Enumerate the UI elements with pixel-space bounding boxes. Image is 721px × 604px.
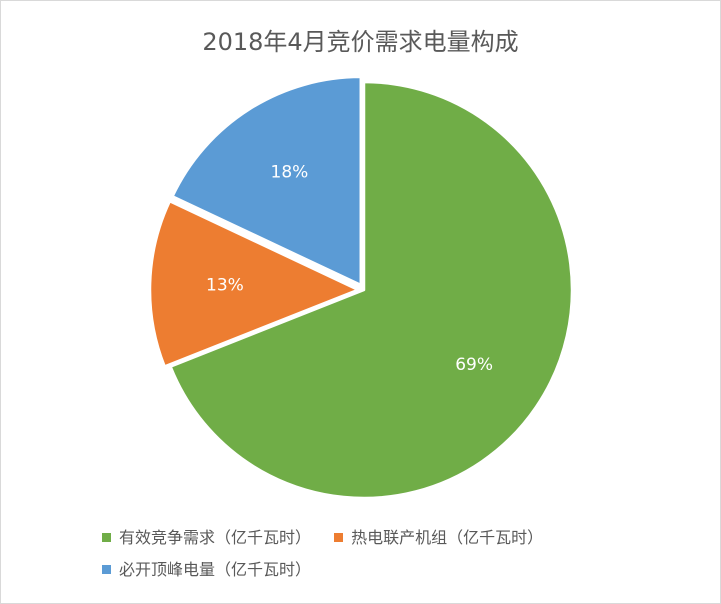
pie-slice-competitive-demand (169, 80, 574, 500)
legend-swatch-competitive-demand (102, 533, 111, 542)
legend-label-competitive-demand: 有效竞争需求（亿千瓦时） (119, 528, 312, 547)
legend-label-chp-units: 热电联产机组（亿千瓦时） (351, 528, 544, 547)
legend-swatch-peak-dispatch (102, 565, 111, 574)
data-label-chp-units: 13% (206, 276, 244, 296)
legend-row-2: 必开顶峰电量（亿千瓦时） (102, 558, 662, 590)
legend-item-chp-units: 热电联产机组（亿千瓦时） (334, 526, 543, 550)
legend-label-peak-dispatch: 必开顶峰电量（亿千瓦时） (119, 560, 312, 579)
legend-swatch-chp-units (334, 533, 344, 542)
chart-title: 2018年4月竞价需求电量构成 (202, 28, 519, 56)
data-label-peak-dispatch: 18% (271, 163, 309, 183)
legend: 有效竞争需求（亿千瓦时） 热电联产机组（亿千瓦时） 必开顶峰电量（亿千瓦时） (102, 526, 662, 590)
data-label-competitive-demand: 69% (455, 355, 493, 375)
pie-slice-peak-dispatch (171, 75, 363, 287)
legend-row-1: 有效竞争需求（亿千瓦时） 热电联产机组（亿千瓦时） (102, 526, 662, 558)
legend-item-competitive-demand: 有效竞争需求（亿千瓦时） (102, 526, 311, 550)
legend-item-peak-dispatch: 必开顶峰电量（亿千瓦时） (102, 558, 311, 582)
pie-slice-chp-units (148, 199, 360, 368)
